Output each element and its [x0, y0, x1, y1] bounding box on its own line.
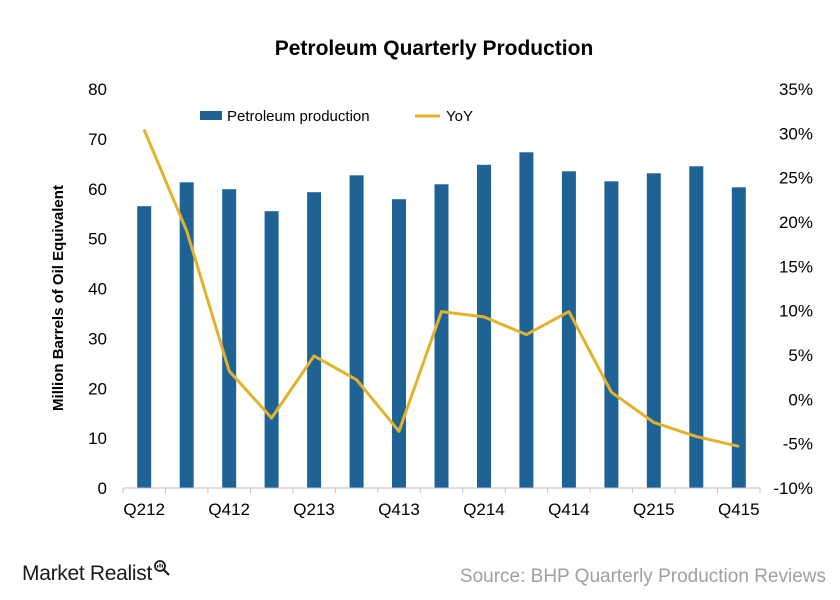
y-tick-label: 40: [88, 280, 107, 299]
bar-Q313: [349, 175, 364, 489]
y-tick-label: 60: [88, 180, 107, 199]
bar-Q214: [477, 164, 491, 489]
source-note: Source: BHP Quarterly Production Reviews: [459, 566, 826, 587]
chart-title: Petroleum Quarterly Production: [275, 37, 594, 60]
bar-Q213: [307, 192, 322, 488]
y2-tick-label: 15%: [779, 257, 813, 276]
y2-tick-label: -10%: [773, 479, 813, 498]
y-axis-title: Million Barrels of Oil Equivalent: [50, 185, 67, 411]
y-tick-label: 20: [88, 379, 107, 398]
y2-tick-label: 25%: [779, 169, 813, 188]
y-tick-label: 50: [88, 230, 107, 249]
brand-logo: Market Realist: [22, 559, 171, 586]
brand-name: Market Realist: [22, 562, 153, 585]
bar-Q312: [179, 182, 194, 489]
yoy-point-Q212: [143, 129, 145, 131]
legend: Petroleum production YoY: [200, 108, 473, 125]
y2-tick-label: 20%: [779, 213, 813, 232]
bar-Q413: [392, 199, 406, 488]
yoy-point-Q412: [228, 370, 230, 372]
bar-Q114: [434, 184, 449, 489]
axes: [122, 487, 761, 493]
x-tick-label: Q415: [718, 500, 760, 519]
y2-tick-label: 30%: [779, 124, 813, 143]
yoy-point-Q313: [355, 379, 358, 381]
bar-Q315: [689, 166, 704, 489]
y-tick-label: 0: [98, 479, 107, 498]
bar-Q215: [646, 173, 661, 489]
bar-Q113: [264, 211, 279, 488]
bar-Q414: [561, 171, 576, 489]
x-axis-ticks: Q212 Q412 Q213 Q413 Q214 Q414 Q215 Q415: [123, 500, 759, 519]
y2-tick-label: 35%: [779, 80, 813, 99]
yoy-point-Q213: [313, 355, 315, 357]
legend-label-yoy: YoY: [446, 108, 473, 125]
bar-Q212: [137, 206, 152, 488]
bar-Q314: [519, 152, 534, 489]
y-tick-label: 80: [88, 80, 107, 99]
yoy-point-Q415: [738, 445, 740, 448]
bar-Q412: [222, 189, 237, 488]
yoy-point-Q312: [185, 230, 188, 232]
x-tick-label: Q215: [633, 500, 675, 519]
yoy-point-Q414: [568, 310, 570, 313]
y2-tick-label: 0%: [788, 390, 813, 409]
bar-Q115: [604, 181, 619, 489]
y-axis-right-ticks: -10% -5% 0% 5% 10% 15% 20% 25% 30% 35%: [773, 80, 813, 498]
yoy-point-Q114: [440, 310, 443, 313]
y-tick-label: 70: [88, 130, 107, 149]
bar-series-production: [137, 152, 746, 489]
x-tick-label: Q414: [548, 500, 590, 519]
y-tick-label: 30: [88, 329, 107, 348]
line-series-yoy: [142, 129, 740, 448]
y-axis-left-ticks: 0 10 20 30 40 50 60 70 80: [88, 80, 107, 498]
yoy-point-Q314: [525, 333, 528, 336]
y2-tick-label: 5%: [788, 346, 813, 365]
y2-tick-label: -5%: [783, 435, 813, 454]
yoy-point-Q413: [398, 430, 400, 433]
yoy-point-Q115: [610, 391, 613, 394]
x-tick-label: Q214: [463, 500, 505, 519]
bar-Q415: [731, 187, 746, 489]
yoy-point-Q215: [653, 421, 655, 424]
magnifier-icon: [153, 559, 171, 577]
legend-swatch-production: [200, 111, 222, 120]
x-tick-label: Q412: [208, 500, 250, 519]
x-tick-label: Q213: [293, 500, 335, 519]
yoy-point-Q113: [270, 417, 273, 419]
y2-tick-label: 10%: [779, 302, 813, 321]
yoy-point-Q214: [483, 316, 485, 318]
x-tick-label: Q212: [123, 500, 165, 519]
yoy-point-Q315: [695, 435, 698, 438]
legend-label-production: Petroleum production: [227, 108, 370, 125]
y-tick-label: 10: [88, 429, 107, 448]
x-tick-label: Q413: [378, 500, 420, 519]
